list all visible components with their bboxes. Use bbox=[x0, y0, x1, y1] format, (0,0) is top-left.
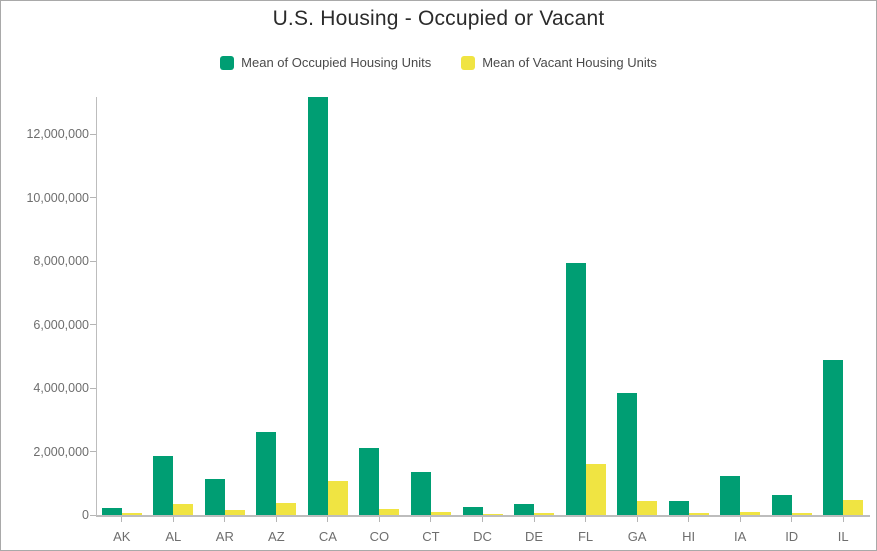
y-tick-label: 8,000,000 bbox=[33, 254, 89, 268]
legend-label-occupied: Mean of Occupied Housing Units bbox=[241, 55, 432, 70]
x-tick-label-IL: IL bbox=[837, 529, 849, 544]
x-tick-label-DC: DC bbox=[473, 529, 492, 544]
bar-vacant-AR[interactable] bbox=[224, 509, 245, 515]
y-tick-mark bbox=[90, 514, 96, 516]
x-tick-label-CA: CA bbox=[318, 529, 337, 544]
x-tick-mark bbox=[224, 517, 226, 522]
y-tick-mark bbox=[90, 197, 96, 198]
x-tick-mark bbox=[430, 517, 432, 522]
bar-occupied-ID[interactable] bbox=[771, 494, 792, 515]
bar-vacant-AL[interactable] bbox=[173, 503, 194, 515]
x-tick-mark bbox=[739, 517, 741, 522]
bar-occupied-FL[interactable] bbox=[565, 262, 586, 515]
legend: Mean of Occupied Housing Units Mean of V… bbox=[1, 55, 876, 70]
y-tick-label: 0 bbox=[82, 508, 89, 522]
x-tick-label-AK: AK bbox=[113, 529, 131, 544]
y-tick-mark bbox=[90, 133, 96, 135]
bar-vacant-CT[interactable] bbox=[430, 511, 451, 515]
x-tick-label-AR: AR bbox=[215, 529, 234, 544]
x-tick-label-GA: GA bbox=[627, 529, 647, 544]
bar-vacant-DE[interactable] bbox=[534, 513, 555, 515]
bar-occupied-CT[interactable] bbox=[410, 471, 431, 515]
y-tick-label: 4,000,000 bbox=[33, 381, 89, 395]
y-tick-label: 2,000,000 bbox=[33, 444, 89, 459]
x-tick-mark bbox=[636, 517, 638, 522]
bar-occupied-CO[interactable] bbox=[359, 448, 380, 515]
y-tick-mark bbox=[90, 260, 96, 262]
x-tick-label-ID: ID bbox=[785, 529, 799, 544]
x-tick-label-CT: CT bbox=[422, 529, 440, 544]
x-tick-mark bbox=[842, 517, 844, 522]
y-tick-mark bbox=[90, 387, 96, 389]
x-tick-mark bbox=[533, 517, 535, 522]
occupied-swatch-icon bbox=[220, 55, 235, 70]
x-tick-label-HI: HI bbox=[682, 529, 696, 544]
y-tick-label: 6,000,000 bbox=[33, 317, 89, 332]
chart-title: U.S. Housing - Occupied or Vacant bbox=[272, 7, 605, 30]
bar-occupied-AR[interactable] bbox=[204, 479, 225, 515]
x-tick-mark bbox=[482, 517, 483, 522]
vacant-swatch-icon bbox=[461, 55, 476, 70]
bar-vacant-CO[interactable] bbox=[379, 509, 400, 515]
bar-occupied-AK[interactable] bbox=[101, 507, 122, 515]
bar-vacant-IA[interactable] bbox=[740, 511, 761, 515]
y-axis-line bbox=[96, 97, 97, 515]
bar-vacant-IL[interactable] bbox=[843, 500, 864, 515]
bar-vacant-GA[interactable] bbox=[637, 500, 658, 515]
x-tick-mark bbox=[585, 517, 587, 522]
bar-vacant-HI[interactable] bbox=[688, 513, 709, 515]
x-tick-mark bbox=[172, 517, 174, 522]
x-tick-mark bbox=[688, 517, 690, 522]
x-tick-mark bbox=[121, 517, 123, 522]
y-tick-mark bbox=[90, 324, 96, 325]
bar-occupied-DE[interactable] bbox=[514, 504, 535, 515]
x-tick-label-AL: AL bbox=[165, 529, 182, 544]
x-tick-label-FL: FL bbox=[577, 529, 594, 544]
bar-occupied-IA[interactable] bbox=[720, 475, 741, 515]
x-tick-label-IA: IA bbox=[734, 529, 747, 544]
bar-occupied-DC[interactable] bbox=[462, 507, 483, 515]
legend-label-vacant: Mean of Vacant Housing Units bbox=[482, 55, 657, 70]
bar-occupied-GA[interactable] bbox=[617, 393, 638, 515]
y-tick-mark bbox=[90, 451, 96, 452]
bar-occupied-IL[interactable] bbox=[823, 360, 844, 515]
x-tick-mark bbox=[275, 517, 277, 522]
bar-vacant-AZ[interactable] bbox=[276, 503, 297, 515]
bar-vacant-CA[interactable] bbox=[327, 480, 348, 515]
y-tick-label: 10,000,000 bbox=[26, 190, 89, 205]
x-tick-label-DE: DE bbox=[525, 529, 544, 544]
bar-occupied-CA[interactable] bbox=[307, 97, 328, 515]
x-tick-label-CO: CO bbox=[369, 529, 390, 544]
y-tick-label: 12,000,000 bbox=[26, 127, 89, 141]
bar-vacant-AK[interactable] bbox=[121, 513, 142, 515]
x-axis-line bbox=[96, 515, 870, 517]
bar-occupied-AZ[interactable] bbox=[256, 432, 277, 515]
x-tick-mark bbox=[791, 517, 793, 522]
x-tick-label-AZ: AZ bbox=[268, 529, 285, 544]
x-tick-mark bbox=[327, 517, 329, 522]
bar-occupied-AL[interactable] bbox=[153, 455, 174, 515]
bar-occupied-HI[interactable] bbox=[668, 501, 689, 515]
legend-item-occupied[interactable]: Mean of Occupied Housing Units bbox=[220, 55, 431, 70]
x-tick-mark bbox=[378, 517, 380, 522]
bar-vacant-ID[interactable] bbox=[791, 512, 812, 515]
legend-item-vacant[interactable]: Mean of Vacant Housing Units bbox=[461, 55, 657, 70]
bar-vacant-DC[interactable] bbox=[482, 514, 503, 515]
bar-vacant-FL[interactable] bbox=[585, 463, 606, 515]
